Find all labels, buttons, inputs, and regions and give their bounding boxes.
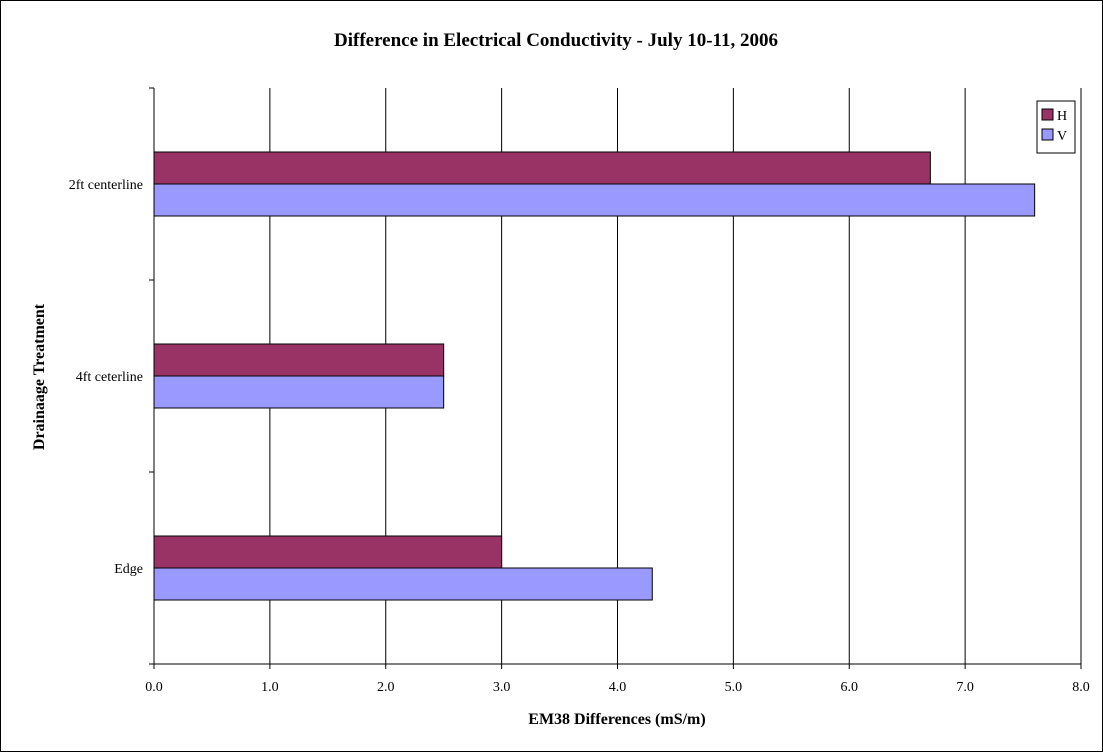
bar-v bbox=[153, 567, 653, 601]
bar-h bbox=[153, 535, 503, 569]
legend-swatch-h bbox=[1041, 108, 1054, 121]
y-axis-title: Drainaage Treatment bbox=[31, 303, 48, 450]
legend: HV bbox=[1036, 100, 1076, 154]
x-tick-label: 2.0 bbox=[377, 680, 395, 695]
x-tick-label: 4.0 bbox=[609, 680, 627, 695]
y-tick-label: 2ft centerline bbox=[69, 178, 143, 193]
y-tick-label: Edge bbox=[114, 562, 143, 577]
y-tick-labels: 2ft centerline 4ft ceterline Edge bbox=[69, 178, 143, 577]
chart-title: Difference in Electrical Conductivity - … bbox=[334, 30, 778, 51]
x-tick-label: 8.0 bbox=[1072, 680, 1090, 695]
x-tick-label: 1.0 bbox=[261, 680, 279, 695]
bars bbox=[153, 151, 1036, 601]
bar-v bbox=[153, 375, 445, 409]
legend-label-v: V bbox=[1057, 129, 1067, 144]
bar-h bbox=[153, 151, 931, 185]
x-tick-label: 3.0 bbox=[493, 680, 511, 695]
y-tick-label: 4ft ceterline bbox=[76, 370, 143, 385]
x-tick-labels: 0.0 1.0 2.0 3.0 4.0 5.0 6.0 7.0 8.0 bbox=[145, 680, 1090, 695]
bar-h bbox=[153, 343, 445, 377]
x-tick-label: 0.0 bbox=[145, 680, 163, 695]
x-axis-title: EM38 Differences (mS/m) bbox=[528, 711, 705, 728]
x-tick-label: 5.0 bbox=[725, 680, 743, 695]
legend-label-h: H bbox=[1057, 109, 1067, 124]
axes bbox=[149, 87, 1082, 669]
x-tick-label: 7.0 bbox=[956, 680, 974, 695]
bar-v bbox=[153, 183, 1036, 217]
x-tick-label: 6.0 bbox=[841, 680, 859, 695]
legend-swatch-v bbox=[1041, 128, 1054, 141]
